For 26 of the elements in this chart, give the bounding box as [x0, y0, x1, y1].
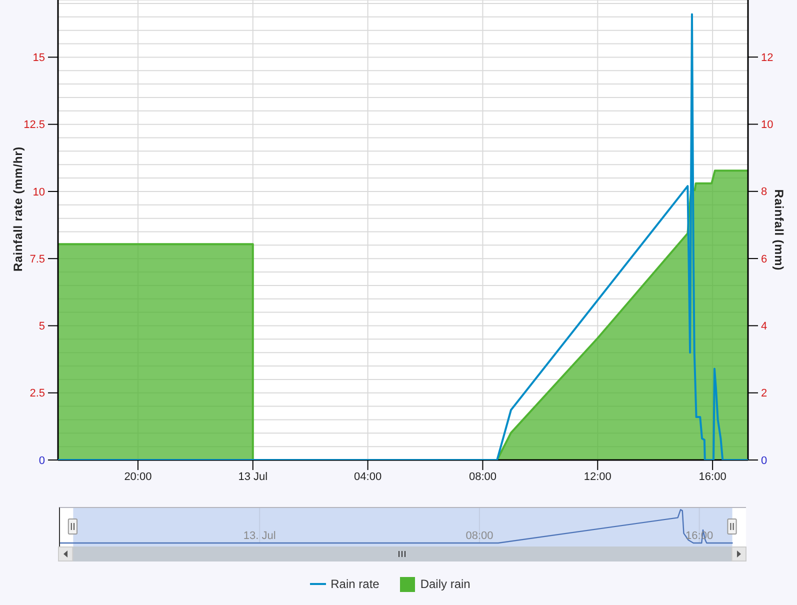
x-tick-label: 20:00: [124, 470, 152, 483]
y-tick-label: 12.5: [24, 119, 45, 132]
y-tick-label: 0: [38, 454, 45, 467]
y2-tick-label: 2: [761, 388, 768, 400]
y2-axis-title: Rainfall (mm): [772, 189, 786, 271]
y-tick-label: 5: [38, 320, 45, 333]
y2-tick-label: 10: [761, 119, 774, 132]
x-tick-label: 13. Jul: [242, 530, 276, 542]
y-tick-label: 2.5: [30, 388, 45, 400]
legend-label: Daily rain: [420, 577, 470, 591]
x-tick-label: 08:00: [465, 530, 493, 542]
y-axis-title: Rainfall rate (mm/hr): [11, 146, 26, 272]
y-tick-label: 10: [32, 186, 45, 198]
x-tick-label: 08:00: [468, 470, 496, 483]
x-tick-label: 13 Jul: [238, 470, 268, 483]
y2-tick-label: 8: [761, 186, 768, 198]
y-tick-label: 7.5: [30, 253, 45, 266]
x-tick-label: 16:00: [698, 470, 726, 483]
legend-label: Rain rate: [330, 577, 380, 591]
y-tick-label: 15: [32, 52, 45, 64]
y2-tick-label: 12: [761, 52, 774, 64]
x-tick-label: 04:00: [354, 470, 382, 483]
y2-tick-label: 0: [761, 454, 768, 467]
y2-tick-label: 4: [761, 320, 768, 333]
y2-tick-label: 6: [761, 253, 768, 266]
x-tick-label: 12:00: [584, 470, 612, 483]
